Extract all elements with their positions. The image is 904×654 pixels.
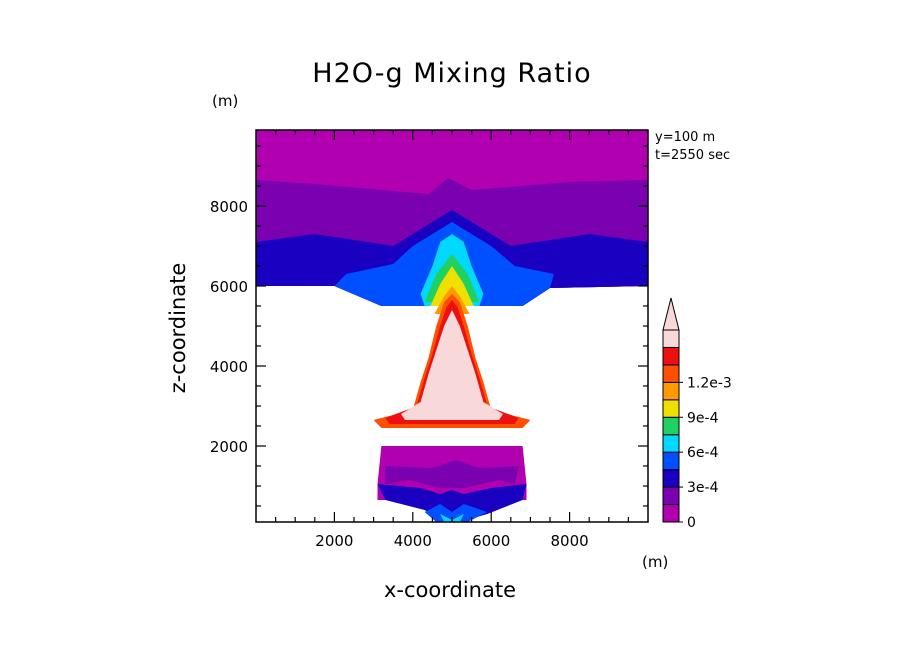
- colorbar-box-10: [662, 329, 680, 348]
- x-tick-label: 8000: [551, 532, 589, 550]
- colorbar-box-4: [662, 434, 680, 453]
- y-tick-label: 8000: [210, 198, 248, 216]
- x-axis-label: x-coordinate: [383, 578, 516, 602]
- colorbar: 0 3e-4 6e-4 9e-4 1.2e-3: [662, 297, 732, 531]
- colorbar-label: 3e-4: [687, 480, 719, 496]
- y-tick-label: 2000: [210, 438, 248, 456]
- colorbar-box-8: [662, 364, 680, 383]
- chart-title: H2O-g Mixing Ratio: [312, 58, 592, 89]
- annotation-time: t=2550 sec: [655, 148, 731, 163]
- x-tick-label: 6000: [472, 532, 510, 550]
- colorbar-box-1: [662, 486, 680, 506]
- contour-band-1-1: [385, 460, 519, 488]
- contour-band-10-0: [401, 310, 503, 420]
- colorbar-box-0: [662, 504, 680, 523]
- colorbar-label: 9e-4: [687, 410, 719, 426]
- plot-axes: 2000 4000 6000 8000 2000 4000 6000 8000: [210, 129, 649, 550]
- colorbar-box-3: [662, 451, 680, 471]
- colorbar-label: 6e-4: [687, 445, 719, 461]
- colorbar-box-6: [662, 399, 680, 418]
- colorbar-extension: [662, 297, 680, 331]
- x-tick-label: 4000: [394, 532, 432, 550]
- colorbar-box-9: [662, 346, 680, 366]
- contour-bands: [256, 130, 648, 522]
- annotation-y-position: y=100 m: [655, 130, 716, 145]
- x-axis-unit: (m): [642, 553, 669, 571]
- contour-band-4-1: [440, 514, 464, 522]
- colorbar-box-5: [662, 416, 680, 436]
- colorbar-box-2: [662, 469, 680, 488]
- y-axis-unit: (m): [212, 92, 239, 110]
- colorbar-label: 0: [687, 515, 696, 531]
- x-tick-label: 2000: [315, 532, 353, 550]
- contour-band-2-1: [377, 484, 527, 522]
- colorbar-box-7: [662, 381, 680, 401]
- y-tick-label: 4000: [210, 358, 248, 376]
- colorbar-label: 1.2e-3: [687, 375, 732, 391]
- y-tick-label: 6000: [210, 278, 248, 296]
